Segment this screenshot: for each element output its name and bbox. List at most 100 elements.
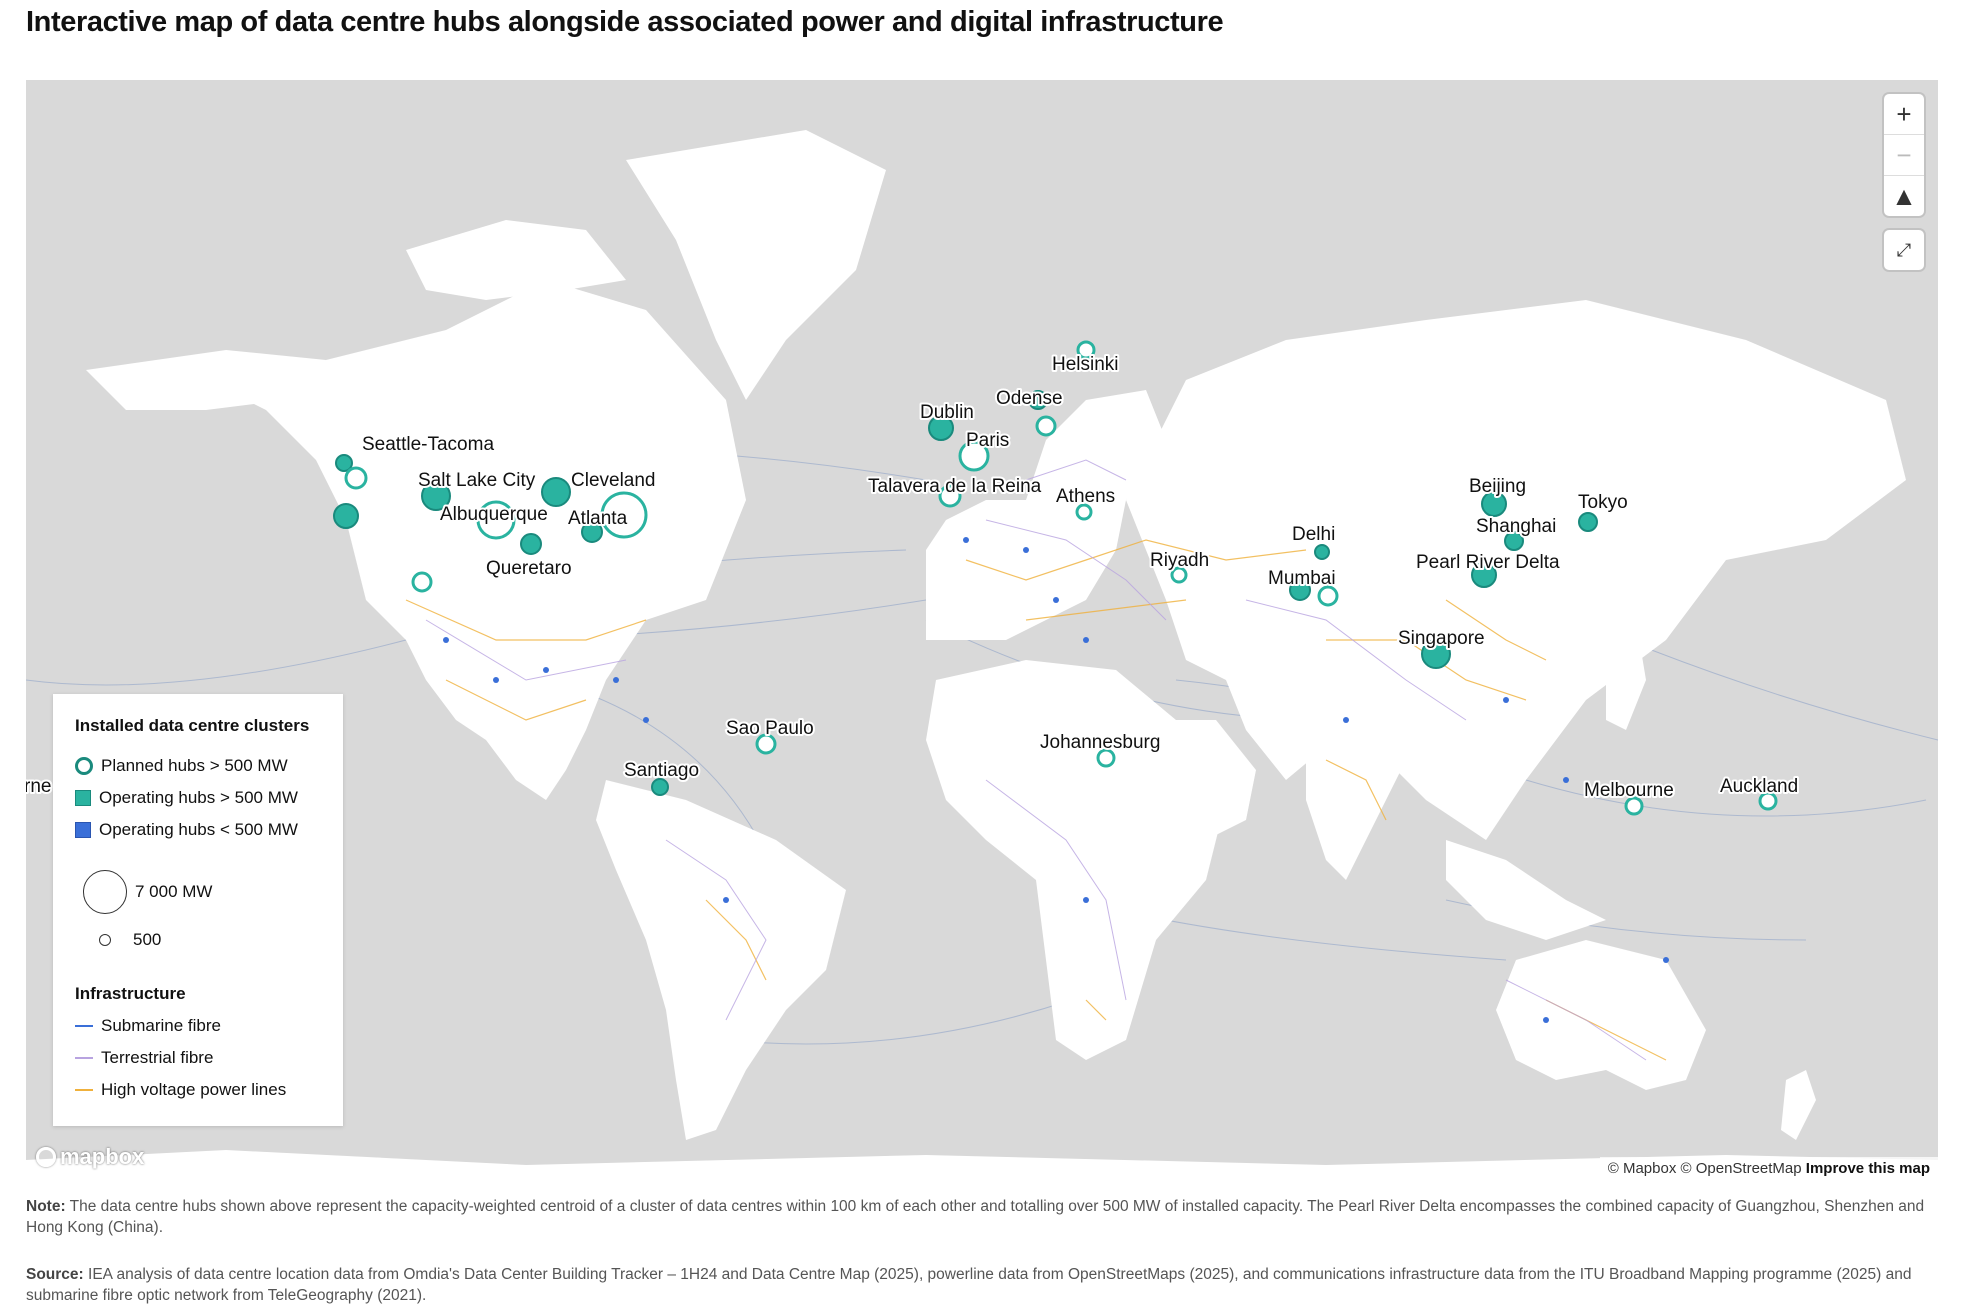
hub-sao-paulo bbox=[755, 733, 777, 755]
legend-infrastructure-heading: Infrastructure bbox=[75, 984, 186, 1003]
hub-delhi bbox=[1314, 544, 1330, 560]
small-hub bbox=[1503, 697, 1509, 703]
small-hub bbox=[493, 677, 499, 683]
legend-terrestrial-label: Terrestrial fibre bbox=[101, 1048, 214, 1067]
hub-riyadh bbox=[1170, 566, 1188, 584]
small-hub bbox=[1343, 717, 1349, 723]
uk bbox=[961, 520, 991, 580]
greenland bbox=[626, 130, 886, 400]
india bbox=[1306, 720, 1406, 880]
landmasses bbox=[26, 130, 1938, 1180]
hub-helsinki bbox=[1076, 340, 1096, 360]
small-hub bbox=[613, 677, 619, 683]
large-hubs[interactable] bbox=[333, 340, 1778, 816]
legend-submarine-label: Submarine fibre bbox=[101, 1016, 222, 1035]
submarine-line-icon bbox=[75, 1025, 93, 1027]
city-label: Athens bbox=[1056, 486, 1115, 507]
small-hub bbox=[1083, 897, 1089, 903]
small-hub bbox=[443, 637, 449, 643]
hub-west-2 bbox=[476, 500, 516, 540]
hub-albuquerque bbox=[333, 503, 359, 529]
small-hub bbox=[543, 667, 549, 673]
antarctic-fringe bbox=[26, 1150, 1938, 1180]
hub-south bbox=[520, 533, 542, 555]
compass-button[interactable]: ▲ bbox=[1891, 180, 1917, 211]
hub-shanghai bbox=[1504, 531, 1524, 551]
terrestrial-fibre bbox=[425, 459, 1647, 1061]
hub-atlanta bbox=[600, 491, 648, 539]
city-label: Riyadh bbox=[1150, 550, 1209, 571]
city-label: Cleveland bbox=[571, 470, 656, 491]
hub-auckland bbox=[1758, 791, 1778, 811]
hub-pearl-river bbox=[1471, 562, 1497, 588]
small-hub bbox=[1663, 957, 1669, 963]
city-label: Johannesburg bbox=[1040, 732, 1160, 753]
note-label: Note: bbox=[26, 1198, 66, 1215]
page-title: Interactive map of data centre hubs alon… bbox=[26, 6, 1224, 38]
hub-tokyo bbox=[1578, 512, 1598, 532]
hub-melbourne bbox=[1624, 796, 1644, 816]
small-hub bbox=[1053, 597, 1059, 603]
power-lines bbox=[405, 539, 1667, 1061]
europe bbox=[926, 390, 1166, 640]
legend-planned: Planned hubs > 500 MW bbox=[75, 756, 288, 776]
legend-size-small: 500 bbox=[75, 930, 161, 950]
operating-large-swatch-icon bbox=[75, 790, 91, 806]
hub-athens bbox=[1075, 503, 1093, 521]
asia bbox=[1126, 300, 1906, 840]
world-map-canvas[interactable]: Seattle-Tacoma Salt Lake City Cleveland … bbox=[26, 80, 1938, 1180]
city-label: Queretaro bbox=[486, 558, 572, 579]
legend-submarine: Submarine fibre bbox=[75, 1016, 221, 1036]
hub-odense bbox=[1028, 390, 1048, 410]
small-hubs bbox=[443, 537, 1669, 1023]
legend: Installed data centre clusters Planned h… bbox=[53, 694, 343, 1126]
city-label: Seattle-Tacoma bbox=[362, 434, 494, 455]
attribution-mapbox-link[interactable]: © Mapbox bbox=[1607, 1160, 1677, 1177]
hub-mumbai bbox=[1289, 579, 1311, 601]
city-label: Salt Lake City bbox=[418, 470, 536, 491]
size-small-circle-icon bbox=[99, 934, 111, 946]
fullscreen-button[interactable]: ⤢ bbox=[1884, 230, 1924, 270]
map-attribution: © Mapbox © OpenStreetMap Improve this ma… bbox=[1599, 1157, 1938, 1180]
legend-operating-large: Operating hubs > 500 MW bbox=[75, 788, 298, 808]
source: Source: IEA analysis of data centre loca… bbox=[26, 1264, 1938, 1306]
south-america bbox=[596, 780, 846, 1140]
hub-singapore bbox=[1421, 639, 1451, 669]
city-label: Helsinki bbox=[1052, 354, 1119, 375]
africa bbox=[926, 660, 1226, 1060]
small-hub bbox=[723, 897, 729, 903]
hub-santiago bbox=[651, 778, 669, 796]
map[interactable]: Seattle-Tacoma Salt Lake City Cleveland … bbox=[26, 80, 1938, 1180]
note: Note: The data centre hubs shown above r… bbox=[26, 1196, 1938, 1238]
city-labels: Seattle-Tacoma Salt Lake City Cleveland … bbox=[26, 352, 1800, 803]
zoom-controls: + − ▲ bbox=[1884, 94, 1924, 216]
zoom-out-button[interactable]: − bbox=[1884, 135, 1924, 176]
legend-terrestrial: Terrestrial fibre bbox=[75, 1048, 213, 1068]
hub-paris bbox=[958, 440, 990, 472]
note-text: The data centre hubs shown above represe… bbox=[26, 1198, 1925, 1236]
city-label: Melbourne bbox=[1584, 780, 1674, 801]
small-hub bbox=[963, 537, 969, 543]
source-text: IEA analysis of data centre location dat… bbox=[26, 1266, 1912, 1304]
canada-arctic bbox=[406, 220, 626, 300]
city-label: Odense bbox=[996, 388, 1063, 409]
hub-west-1 bbox=[421, 481, 451, 511]
city-label: Singapore bbox=[1398, 628, 1485, 649]
city-label: Dublin bbox=[920, 402, 974, 423]
city-label: Atlanta bbox=[568, 508, 628, 529]
zoom-in-button[interactable]: + bbox=[1884, 94, 1924, 135]
attribution-osm-link[interactable]: © OpenStreetMap bbox=[1680, 1160, 1802, 1177]
legend-size-large-label: 7 000 MW bbox=[135, 882, 213, 901]
legend-operating-small: Operating hubs < 500 MW bbox=[75, 820, 298, 840]
improve-map-link[interactable]: Improve this map bbox=[1805, 1160, 1930, 1177]
mapbox-logo[interactable]: mapbox bbox=[36, 1144, 144, 1170]
hub-talavera bbox=[938, 484, 962, 508]
hub-salt-lake bbox=[344, 466, 368, 490]
city-label: Shanghai bbox=[1476, 516, 1556, 537]
small-hub bbox=[1543, 1017, 1549, 1023]
city-label: Pearl River Delta bbox=[1416, 552, 1560, 573]
small-hub bbox=[1563, 777, 1569, 783]
australia bbox=[1496, 940, 1706, 1090]
legend-power: High voltage power lines bbox=[75, 1080, 286, 1100]
city-label: Sao Paulo bbox=[726, 718, 814, 739]
